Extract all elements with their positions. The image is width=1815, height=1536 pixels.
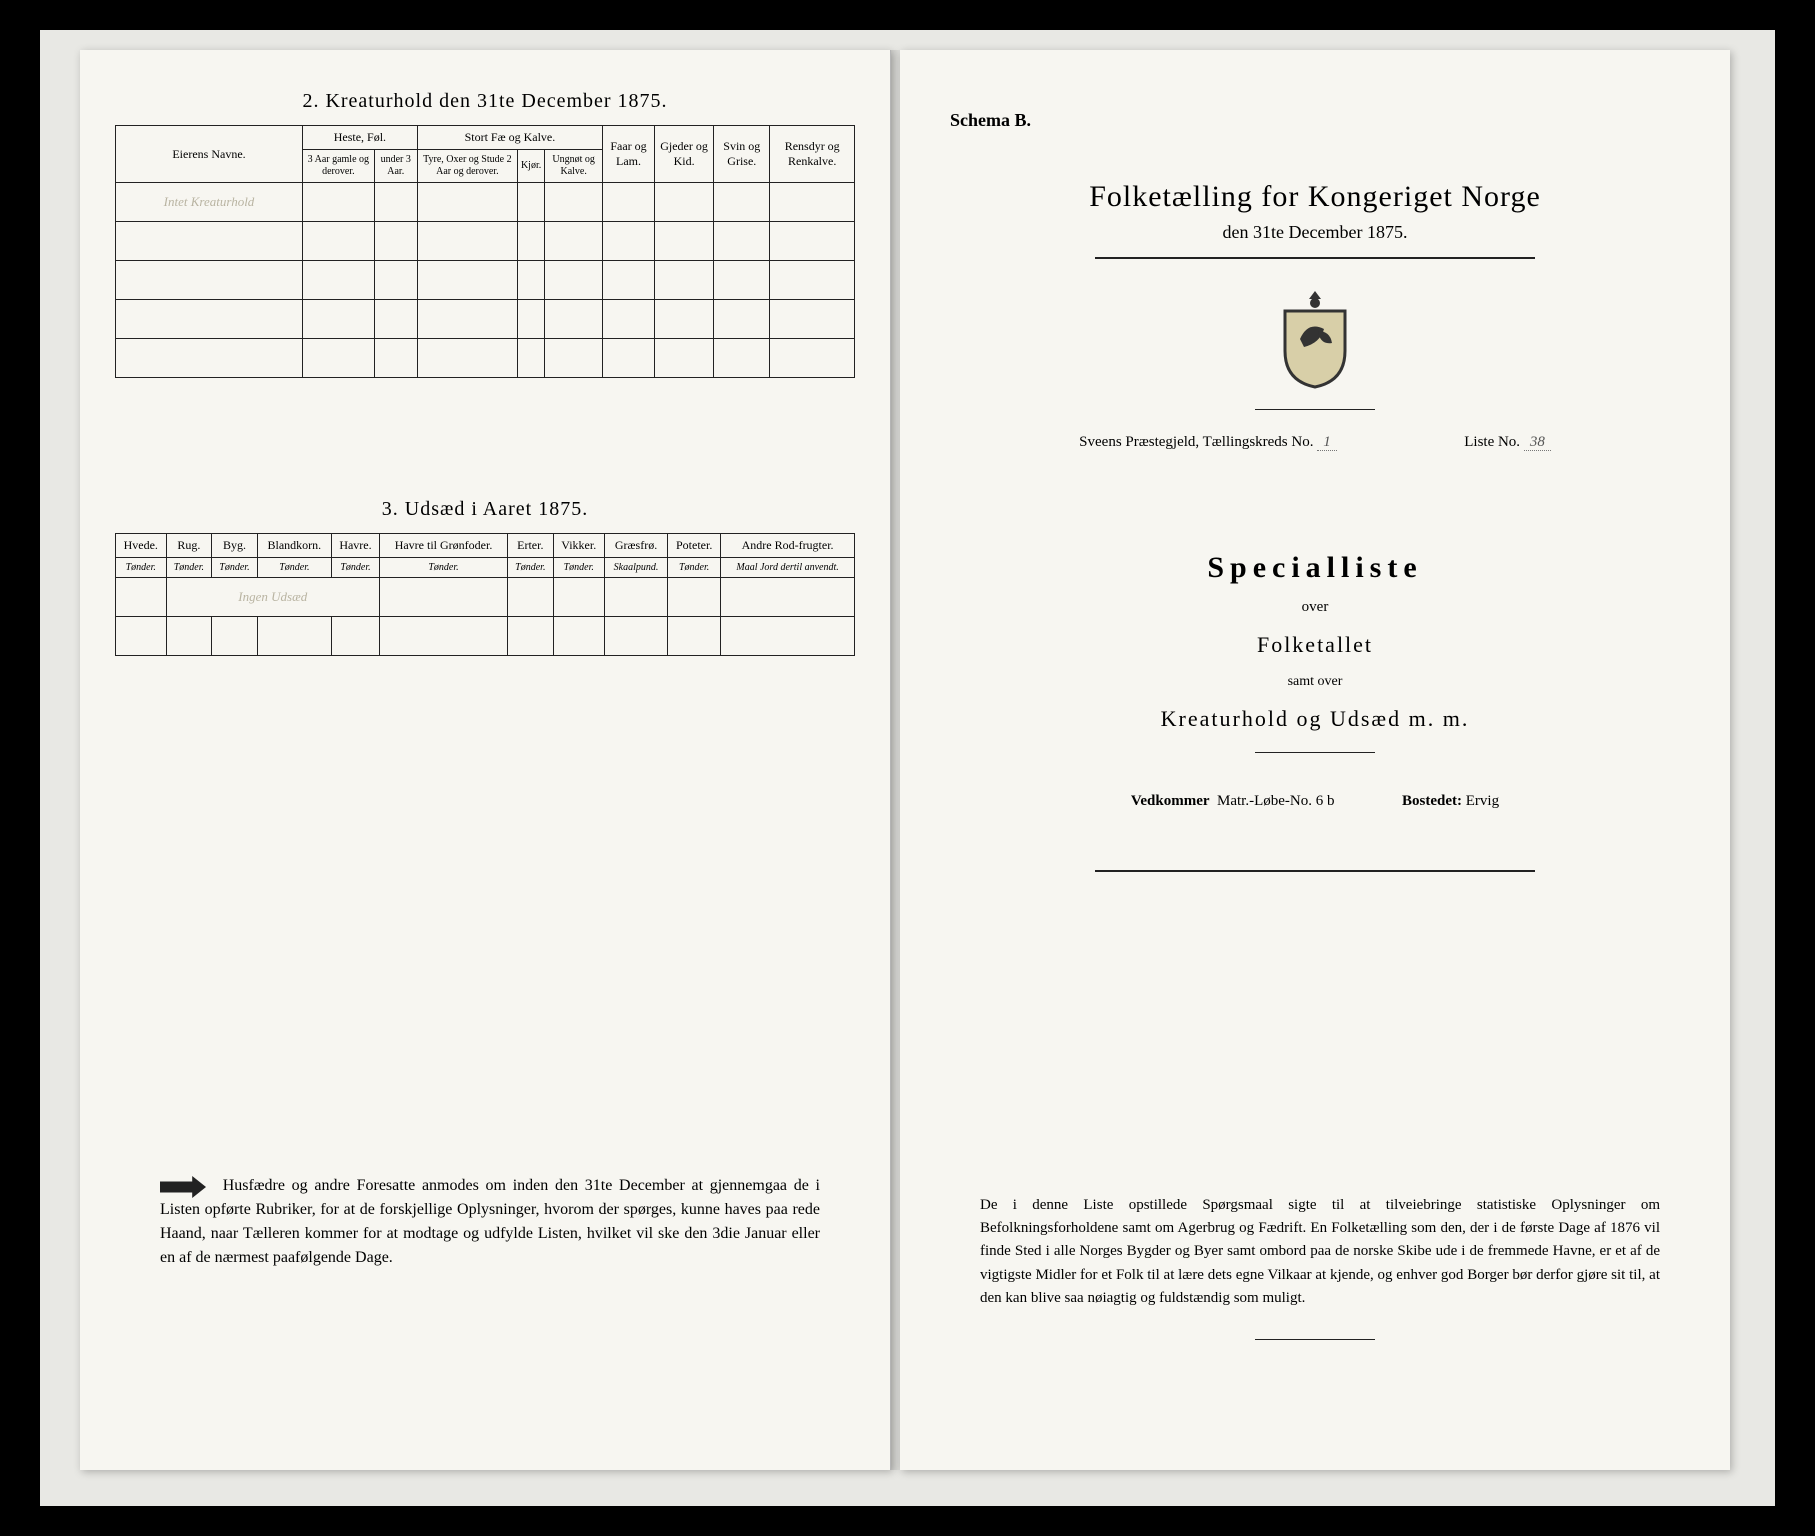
seed-sh: Tønder. (508, 558, 554, 578)
census-title: Folketælling for Kongeriget Norge (900, 180, 1730, 214)
title-rule (1095, 257, 1535, 259)
faint-entry: Ingen Udsæd (166, 578, 380, 617)
table-row: Ingen Udsæd (116, 578, 855, 617)
seed-sh: Tønder. (257, 558, 331, 578)
specialliste: Specialliste (900, 551, 1730, 585)
seed-sh: Tønder. (212, 558, 258, 578)
matr-label: Matr.-Løbe-No. (1217, 793, 1312, 809)
seed-h: Erter. (508, 534, 554, 558)
section3-title: 3. Udsæd i Aaret 1875. (80, 498, 890, 521)
grp-stort: Stort Fæ og Kalve. (417, 126, 602, 150)
table-row (116, 261, 855, 300)
seed-sh: Tønder. (116, 558, 167, 578)
right-page: Schema B. Folketælling for Kongeriget No… (900, 50, 1730, 1470)
table-row (116, 617, 855, 656)
schema-label: Schema B. (950, 110, 1031, 131)
left-footnote-text: Husfædre og andre Foresatte anmodes om i… (160, 1177, 820, 1266)
seed-h: Andre Rod-frugter. (721, 534, 855, 558)
mid-rule (1255, 752, 1375, 753)
seed-h: Poteter. (668, 534, 721, 558)
seed-sh: Tønder. (668, 558, 721, 578)
seed-h: Rug. (166, 534, 212, 558)
seed-sh: Tønder. (553, 558, 604, 578)
matr-val: 6 b (1316, 793, 1335, 809)
col-rensdyr: Rensdyr og Renkalve. (770, 126, 855, 183)
seed-h: Byg. (212, 534, 258, 558)
census-subtitle: den 31te December 1875. (900, 222, 1730, 243)
col-faar: Faar og Lam. (603, 126, 655, 183)
col-svin: Svin og Grise. (714, 126, 770, 183)
vedk-label: Vedkommer (1131, 793, 1210, 809)
right-footnote: De i denne Liste opstillede Spørgsmaal s… (980, 1194, 1660, 1310)
sub-s3: Ungnøt og Kalve. (545, 150, 603, 183)
district-line: Sveens Præstegjeld, Tællingskreds No. 1 … (900, 434, 1730, 451)
grp-heste: Heste, Føl. (303, 126, 418, 150)
table-row (116, 222, 855, 261)
table-row: Intet Kreaturhold (116, 183, 855, 222)
table-row (116, 339, 855, 378)
scan-background: 2. Kreaturhold den 31te December 1875. E… (40, 30, 1775, 1506)
seed-sh: Skaalpund. (604, 558, 667, 578)
vedkommer-line: Vedkommer Matr.-Løbe-No. 6 b Bostedet: E… (900, 793, 1730, 810)
seed-sh: Tønder. (166, 558, 212, 578)
bosted-label: Bostedet: (1402, 793, 1462, 809)
sub-h1: 3 Aar gamle og derover. (303, 150, 375, 183)
coat-of-arms-icon (1270, 289, 1360, 389)
sub-s2: Kjør. (517, 150, 544, 183)
liste-label: Liste No. (1464, 434, 1520, 450)
seed-h: Hvede. (116, 534, 167, 558)
over-label: over (900, 599, 1730, 616)
crest-rule (1255, 409, 1375, 410)
lower-rule (1095, 870, 1535, 872)
col-owner: Eierens Navne. (116, 126, 303, 183)
kreaturhold: Kreaturhold og Udsæd m. m. (900, 706, 1730, 732)
seed-subheader-row: Tønder. Tønder. Tønder. Tønder. Tønder. … (116, 558, 855, 578)
pointing-hand-icon (160, 1176, 206, 1198)
col-gjeder: Gjeder og Kid. (654, 126, 713, 183)
faint-entry: Intet Kreaturhold (116, 183, 303, 222)
bottom-rule (1255, 1339, 1375, 1340)
seed-sh: Tønder. (331, 558, 379, 578)
seed-h: Havre. (331, 534, 379, 558)
seed-sh: Tønder. (380, 558, 508, 578)
kreds-no: 1 (1317, 434, 1337, 451)
section2-title: 2. Kreaturhold den 31te December 1875. (80, 90, 890, 113)
livestock-table: Eierens Navne. Heste, Føl. Stort Fæ og K… (115, 125, 855, 378)
district-prefix: Sveens Præstegjeld, Tællingskreds No. (1079, 434, 1313, 450)
sub-s1: Tyre, Oxer og Stude 2 Aar og derover. (417, 150, 517, 183)
liste-no: 38 (1524, 434, 1551, 451)
seed-sh: Maal Jord dertil anvendt. (721, 558, 855, 578)
table-row (116, 300, 855, 339)
left-page: 2. Kreaturhold den 31te December 1875. E… (80, 50, 891, 1470)
left-footnote: Husfædre og andre Foresatte anmodes om i… (160, 1174, 820, 1270)
seed-table: Hvede. Rug. Byg. Blandkorn. Havre. Havre… (115, 533, 855, 656)
seed-h: Havre til Grønfoder. (380, 534, 508, 558)
seed-header-row: Hvede. Rug. Byg. Blandkorn. Havre. Havre… (116, 534, 855, 558)
samt-over: samt over (900, 674, 1730, 690)
seed-h: Vikker. (553, 534, 604, 558)
seed-h: Blandkorn. (257, 534, 331, 558)
sub-h2: under 3 Aar. (374, 150, 417, 183)
folketallet: Folketallet (900, 632, 1730, 658)
bosted-val: Ervig (1466, 793, 1499, 809)
seed-h: Græsfrø. (604, 534, 667, 558)
